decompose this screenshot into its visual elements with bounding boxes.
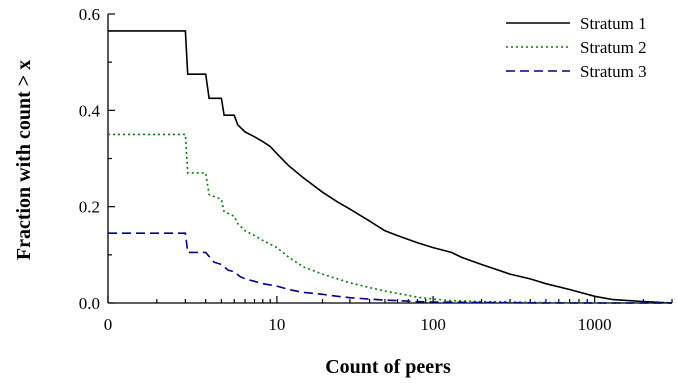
y-ticks: 0.0 0.2 0.4 0.6: [79, 5, 115, 313]
series-line-stratum-1: [108, 30, 673, 304]
x-ticks: 0 10 100 1000: [104, 296, 673, 334]
x-tick-label: 10: [268, 315, 285, 334]
series-line-stratum-3: [108, 232, 672, 304]
series-line-stratum-2: [108, 133, 672, 304]
x-tick-label: 1000: [578, 315, 612, 334]
x-axis-title: Count of peers: [325, 356, 451, 378]
y-tick-label: 0.2: [79, 198, 100, 217]
series-group: [108, 30, 673, 304]
legend-label-stratum-3: Stratum 3: [580, 62, 647, 81]
x-tick-label: 100: [420, 315, 446, 334]
legend-label-stratum-1: Stratum 1: [580, 14, 647, 33]
y-axis-title: Fraction with count > x: [13, 60, 35, 260]
legend: Stratum 1 Stratum 2 Stratum 3: [506, 14, 647, 81]
y-tick-label: 0.4: [79, 101, 101, 120]
y-tick-label: 0.0: [79, 294, 100, 313]
legend-label-stratum-2: Stratum 2: [580, 38, 647, 57]
axes: [107, 14, 672, 304]
x-tick-label: 0: [104, 315, 113, 334]
y-tick-label: 0.6: [79, 5, 100, 24]
